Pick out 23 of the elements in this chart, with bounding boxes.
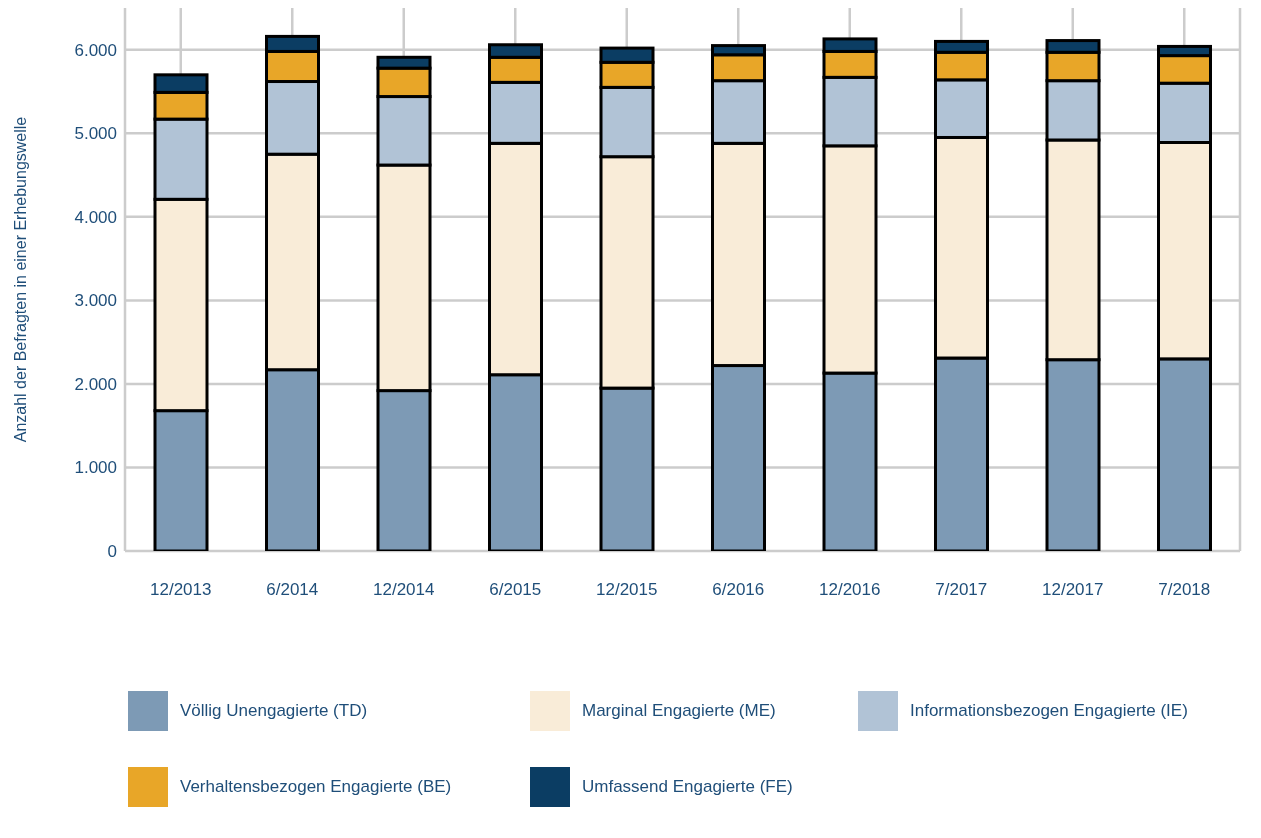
x-tick-label: 12/2016 [819,580,881,600]
y-tick-label: 6.000 [74,40,117,60]
y-tick-label: 1.000 [74,458,117,478]
x-tick-label: 6/2015 [489,580,542,600]
legend-label: Umfassend Engagierte (FE) [582,777,793,797]
y-tick-label: 3.000 [74,291,117,311]
y-axis-title: Anzahl der Befragten in einer Erhebungswelle [11,116,29,443]
x-tick-label: 12/2015 [596,580,658,600]
y-tick-label: 5.000 [74,124,117,144]
x-tick-label: 7/2017 [935,580,988,600]
x-tick-label: 6/2016 [712,580,765,600]
y-tick-label: 0 [107,542,117,562]
x-tick-label: 7/2018 [1158,580,1211,600]
y-tick-label: 2.000 [74,374,117,394]
x-tick-label: 12/2017 [1042,580,1104,600]
legend-label: Informationsbezogen Engagierte (IE) [910,701,1188,721]
legend-label: Völlig Unengagierte (TD) [180,701,368,721]
legend-label: Verhaltensbezogen Engagierte (BE) [180,777,452,797]
y-tick-label: 4.000 [74,207,117,227]
legend-label: Marginal Engagierte (ME) [582,701,776,721]
x-tick-label: 12/2014 [373,580,435,600]
x-tick-label: 6/2014 [266,580,319,600]
x-tick-label: 12/2013 [150,580,212,600]
